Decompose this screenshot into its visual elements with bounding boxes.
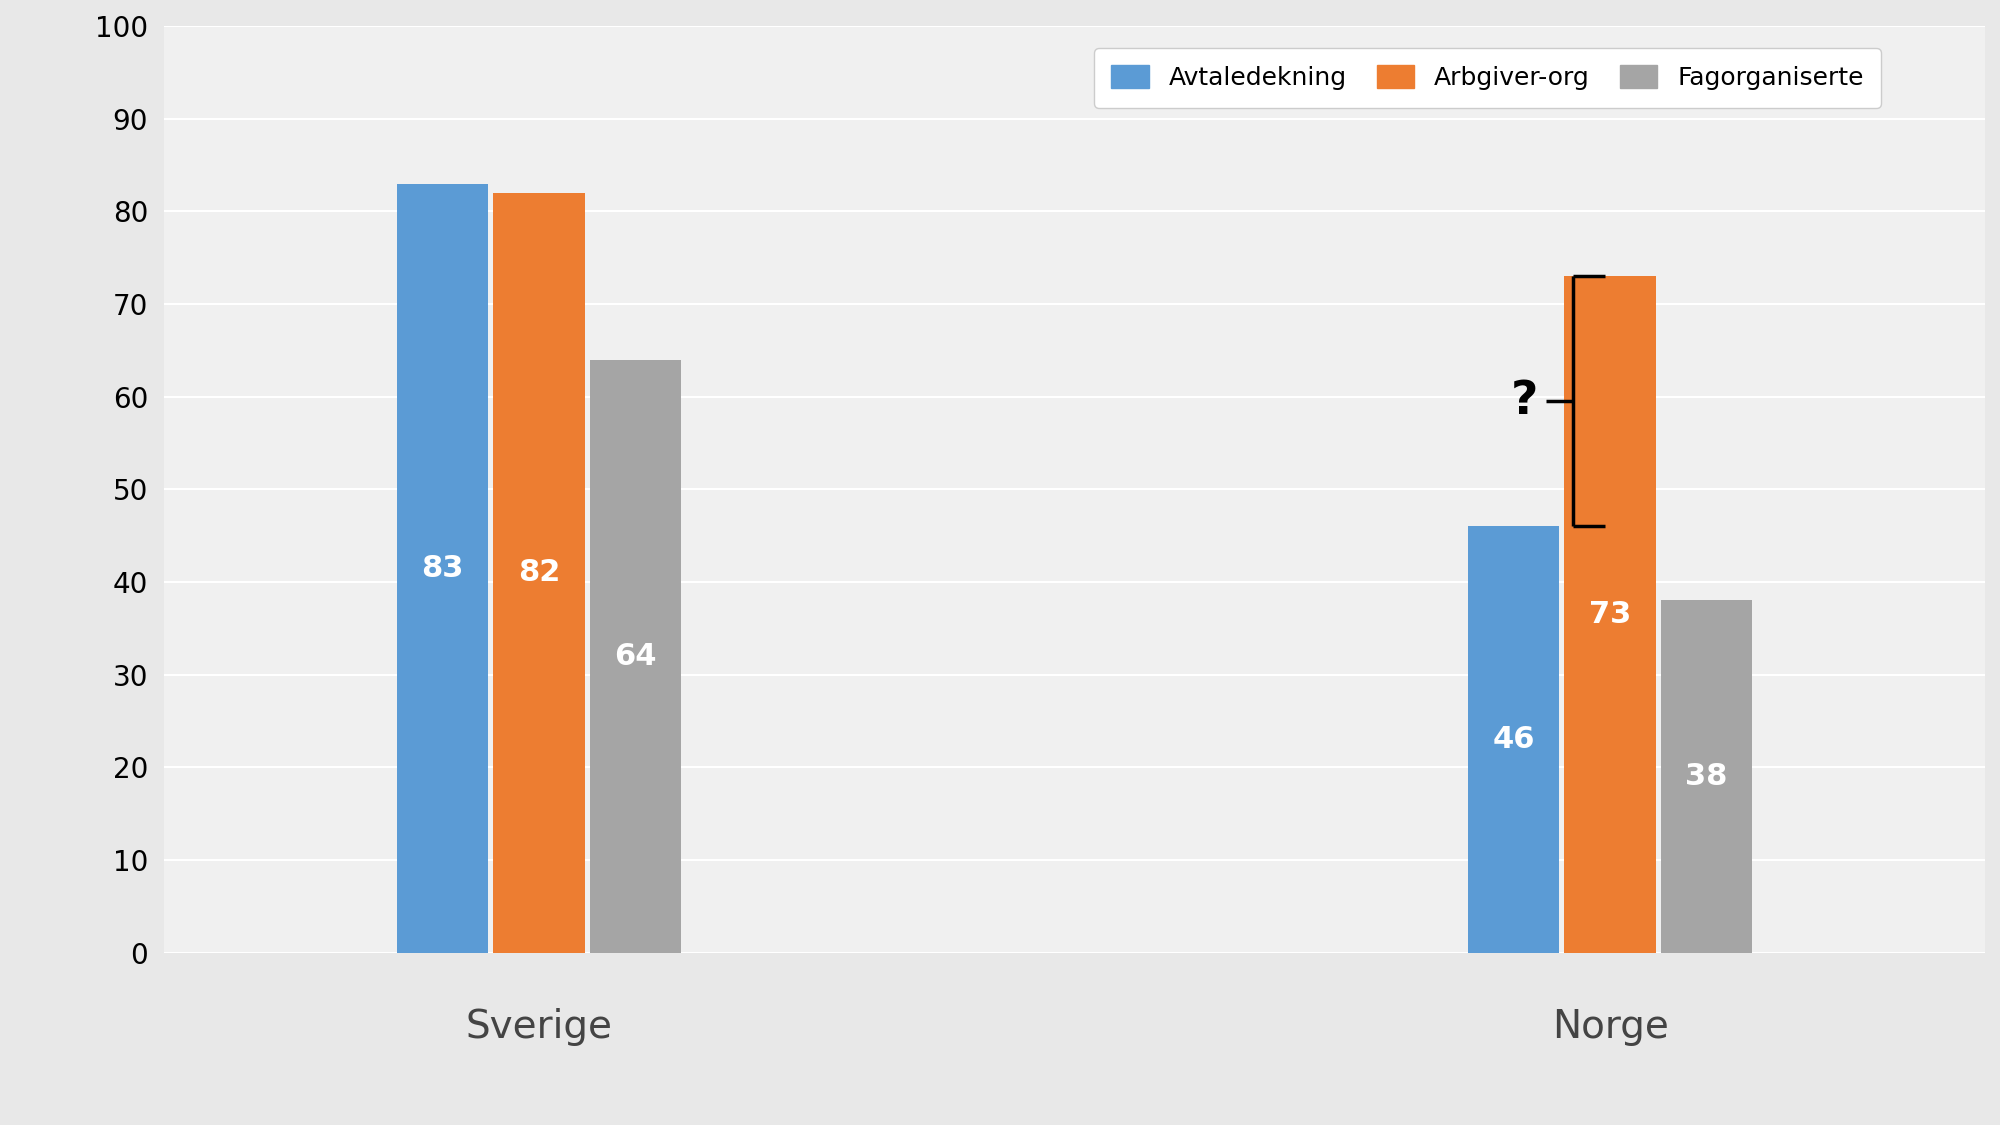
Text: 64: 64 — [614, 641, 656, 670]
Bar — [494, 192, 584, 953]
Text: Norge: Norge — [1552, 1008, 1668, 1046]
Legend: Avtaledekning, Arbgiver-org, Fagorganiserte: Avtaledekning, Arbgiver-org, Fagorganise… — [1094, 47, 1882, 108]
Bar — [1468, 526, 1560, 953]
Bar — [1660, 601, 1752, 953]
Text: 38: 38 — [1686, 762, 1728, 791]
Bar — [590, 360, 682, 953]
Bar — [396, 183, 488, 953]
Text: 73: 73 — [1588, 600, 1632, 629]
Text: 83: 83 — [422, 554, 464, 583]
Text: ?: ? — [1510, 379, 1538, 424]
Text: 82: 82 — [518, 558, 560, 587]
Bar — [1564, 276, 1656, 953]
Text: Sverige: Sverige — [466, 1008, 612, 1046]
Text: 46: 46 — [1492, 724, 1534, 754]
